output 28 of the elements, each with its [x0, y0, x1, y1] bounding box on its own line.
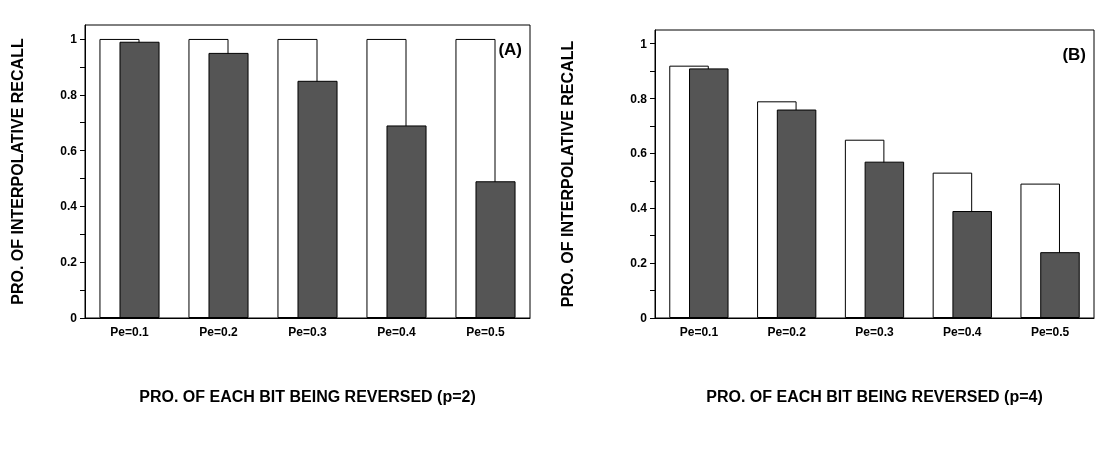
x-tick-label: Pe=0.1	[679, 325, 719, 339]
x-axis-title: PRO. OF EACH BIT BEING REVERSED (p=2)	[139, 387, 476, 405]
x-axis-title: PRO. OF EACH BIT BEING REVERSED (p=4)	[706, 387, 1043, 405]
x-tick-label: Pe=0.2	[199, 325, 239, 339]
y-tick-label: 1	[70, 31, 78, 46]
x-tick-label: Pe=0.5	[1030, 325, 1070, 339]
x-tick-label: Pe=0.4	[943, 325, 982, 339]
y-tick-label: 0	[640, 311, 648, 325]
y-tick-label: 0.4	[60, 199, 78, 214]
x-tick-label: Pe=0.1	[110, 325, 150, 339]
x-tick-label: Pe=0.3	[855, 325, 895, 339]
y-tick-label: 0.2	[630, 256, 648, 271]
y-tick-label: 0.2	[60, 255, 78, 270]
x-tick-label: Pe=0.4	[377, 325, 417, 339]
annotation: (B)	[1062, 45, 1087, 64]
x-tick-label: Pe=0.3	[288, 325, 328, 339]
y-tick-label: 1	[640, 36, 648, 51]
annotation: (A)	[498, 40, 523, 59]
y-tick-label: 0.4	[630, 201, 648, 216]
x-tick-label: Pe=0.2	[767, 325, 807, 339]
y-tick-label: 0.8	[60, 87, 78, 102]
y-axis-title: PRO. OF INTERPOLATIVE RECALL	[8, 38, 26, 305]
y-tick-label: 0	[70, 311, 78, 325]
y-axis-title: PRO. OF INTERPOLATIVE RECALL	[558, 40, 576, 308]
x-tick-label: Pe=0.5	[466, 325, 506, 339]
y-tick-label: 0.6	[60, 143, 78, 158]
y-tick-label: 0.8	[630, 91, 648, 106]
y-tick-label: 0.6	[630, 146, 648, 161]
